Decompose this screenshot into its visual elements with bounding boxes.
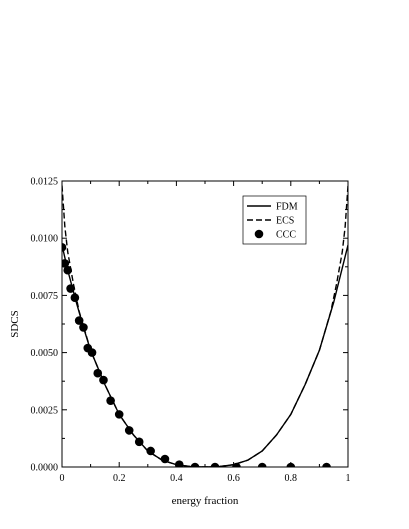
x-tick-label: 0: [60, 473, 65, 484]
legend-label: ECS: [276, 216, 294, 227]
x-axis: 0 0.2 0.4 0.6 0.8 1: [60, 181, 351, 484]
y-tick-label: 0.0100: [31, 234, 59, 245]
ccc-marker: [62, 259, 70, 268]
legend-box: [242, 195, 307, 245]
legend-label: FDM: [276, 202, 298, 213]
ccc-marker: [146, 446, 155, 456]
x-tick-label: 0.4: [170, 473, 183, 484]
plot-area: [61, 180, 349, 468]
fdm-line: [62, 244, 348, 467]
y-axis-title: SDCS: [9, 310, 21, 338]
x-tick-label: 0.6: [227, 473, 240, 484]
ccc-marker: [114, 410, 124, 419]
y-tick-label: 0.0050: [31, 348, 59, 359]
ccc-marker: [174, 460, 184, 467]
ccc-marker: [63, 265, 73, 275]
ccc-marker: [160, 454, 170, 464]
ccc-marker: [322, 462, 331, 467]
ccc-marker: [232, 462, 241, 467]
ccc-marker: [87, 348, 97, 357]
ccc-marker: [210, 462, 220, 467]
legend-label: CCC: [276, 230, 296, 241]
ccc-marker: [70, 293, 80, 302]
legend-marker: [254, 229, 264, 239]
x-tick-label: 0.8: [285, 473, 298, 484]
ccc-marker: [124, 426, 134, 435]
y-tick-label: 0.0000: [31, 463, 59, 474]
ccc-marker: [99, 375, 108, 385]
ccc-marker: [66, 284, 75, 293]
ccc-marker: [106, 396, 115, 405]
y-axis: 0.0000 0.0025 0.0050 0.0075 0.0100 0.0125: [31, 177, 348, 474]
ccc-marker: [93, 368, 103, 378]
x-axis-title: energy fraction: [172, 495, 239, 507]
y-tick-label: 0.0075: [31, 291, 59, 302]
x-tick-label: 0.2: [113, 473, 126, 484]
legend: FDM ECS CCC: [242, 195, 307, 245]
x-tick-label: 1: [346, 473, 351, 484]
ccc-marker: [190, 462, 200, 467]
ccc-marker: [62, 243, 67, 252]
ccc-marker: [74, 316, 84, 325]
y-tick-label: 0.0125: [31, 177, 59, 188]
ccc-marker: [134, 437, 144, 447]
y-tick-label: 0.0025: [31, 405, 59, 416]
ccc-marker: [79, 323, 88, 332]
